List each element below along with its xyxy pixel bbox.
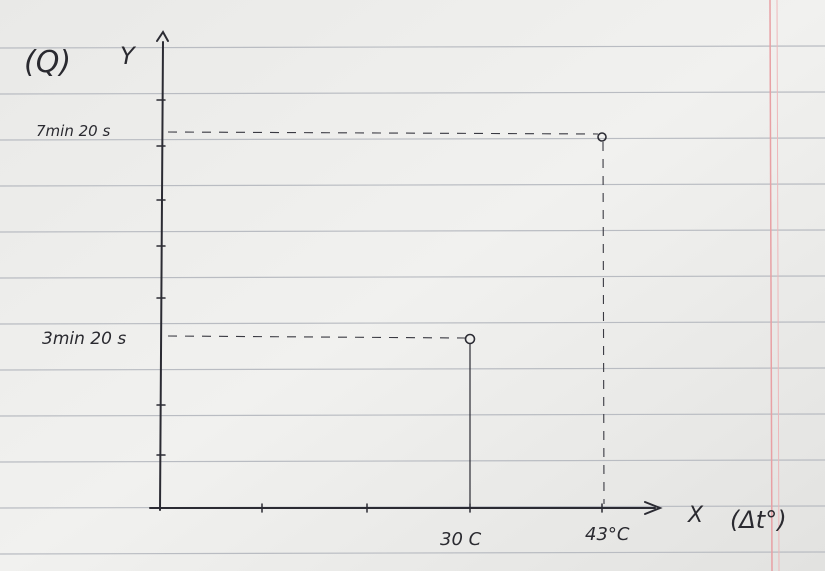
photo: (Q) Y 7min 20 s 3min 20 s 30 C 43°C X (Δ… <box>0 0 825 571</box>
page: (Q) Y 7min 20 s 3min 20 s 30 C 43°C X (Δ… <box>0 0 825 571</box>
x-axis-label: X <box>687 503 704 528</box>
y-mark-label: 7min 20 s <box>36 122 110 140</box>
y-axis-label: Y <box>120 42 137 70</box>
paper <box>0 0 825 571</box>
panel-label: (Q) <box>24 45 71 80</box>
x-mark-label: 43°C <box>585 524 630 545</box>
x-axis-unit: (Δt°) <box>730 506 787 534</box>
y-mark-label: 3min 20 s <box>42 329 126 349</box>
x-mark-label: 30 C <box>440 529 482 550</box>
